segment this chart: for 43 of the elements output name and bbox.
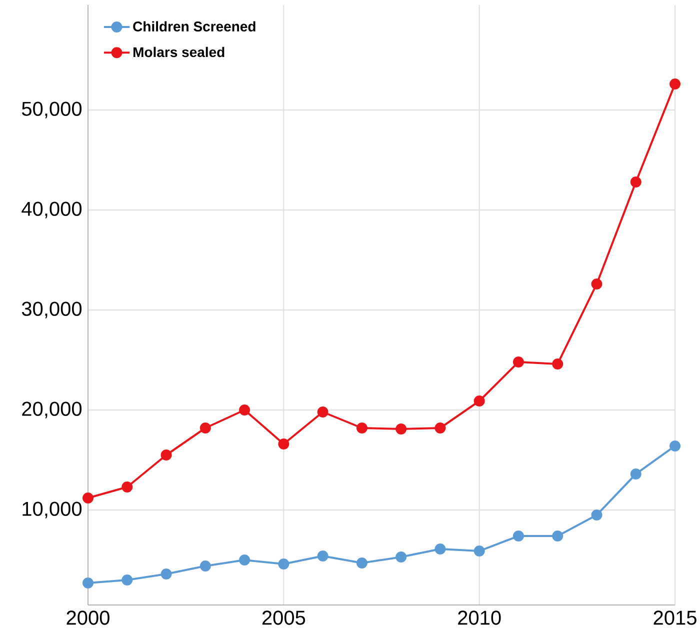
y-tick-label: 50,000 <box>22 102 82 118</box>
x-tick-label: 2015 <box>654 610 696 625</box>
legend-label: Children Screened <box>133 21 256 32</box>
point <box>396 423 407 434</box>
x-tick-label: 2010 <box>458 610 501 625</box>
point <box>512 356 524 368</box>
point <box>160 450 172 460</box>
y-tick-label: 10,000 <box>22 502 82 518</box>
point <box>122 482 133 492</box>
y-tick-label: 40,000 <box>22 202 82 218</box>
point <box>160 568 172 580</box>
y-tick-label: 30,000 <box>22 302 82 318</box>
point <box>82 492 94 504</box>
point <box>122 574 133 586</box>
point <box>630 468 642 480</box>
x-tick-label: 2000 <box>66 610 110 625</box>
point <box>278 438 290 450</box>
y-tick-label: 20,000 <box>22 402 82 418</box>
point <box>239 404 250 416</box>
point <box>434 422 446 434</box>
point <box>200 422 211 434</box>
point <box>630 176 642 188</box>
point <box>278 558 290 570</box>
point <box>434 544 446 554</box>
point <box>356 558 368 568</box>
point <box>317 406 328 418</box>
legend-label: Molars sealed <box>133 46 224 58</box>
point <box>552 358 564 370</box>
point <box>670 440 681 452</box>
point <box>512 530 524 542</box>
point <box>670 78 681 90</box>
point <box>317 550 328 562</box>
point <box>239 554 250 566</box>
x-tick-label: 2005 <box>262 610 306 625</box>
point <box>82 578 94 588</box>
point <box>474 395 485 406</box>
point <box>356 422 368 434</box>
point <box>396 552 407 562</box>
point <box>474 546 485 556</box>
point <box>591 510 602 520</box>
point <box>591 278 602 290</box>
point <box>200 560 211 572</box>
point <box>552 530 564 542</box>
